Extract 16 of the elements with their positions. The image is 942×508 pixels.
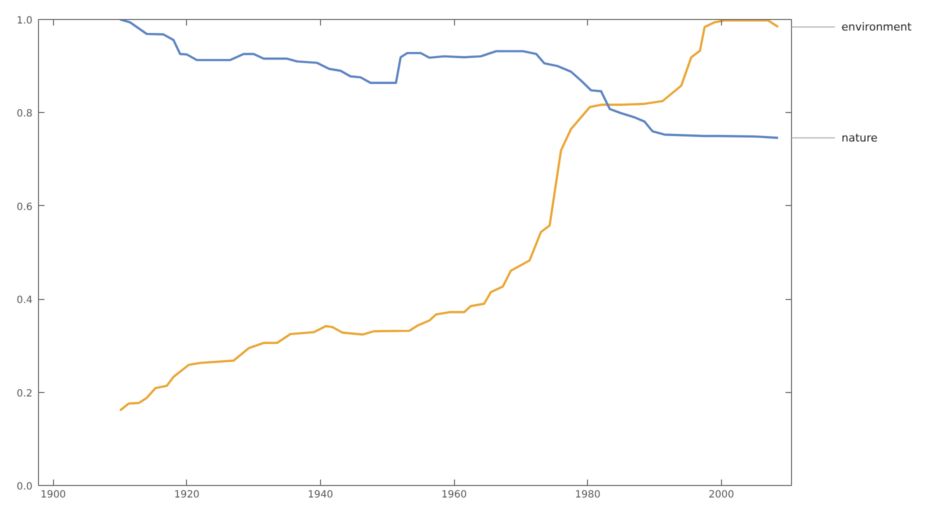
x-tick-label: 1960 — [441, 490, 467, 500]
y-tick-label: 0.0 — [16, 482, 33, 492]
line-series — [118, 20, 780, 139]
y-tick-label: 1.0 — [16, 16, 33, 26]
x-tick-label: 1980 — [574, 490, 600, 500]
text: environment — [842, 20, 912, 34]
x-tick-label: 1940 — [308, 490, 334, 500]
y-tick-label: 0.4 — [16, 295, 33, 306]
y-tick-label: 0.6 — [16, 202, 33, 213]
x-tick-label: 2000 — [708, 490, 734, 500]
x-tick-label: 1920 — [174, 490, 200, 500]
y-tick-label: 0.8 — [16, 108, 33, 120]
text: nature — [842, 131, 878, 144]
y-tick-label: 0.2 — [16, 388, 33, 400]
line-series — [118, 20, 780, 412]
x-tick-label: 1900 — [40, 490, 66, 500]
